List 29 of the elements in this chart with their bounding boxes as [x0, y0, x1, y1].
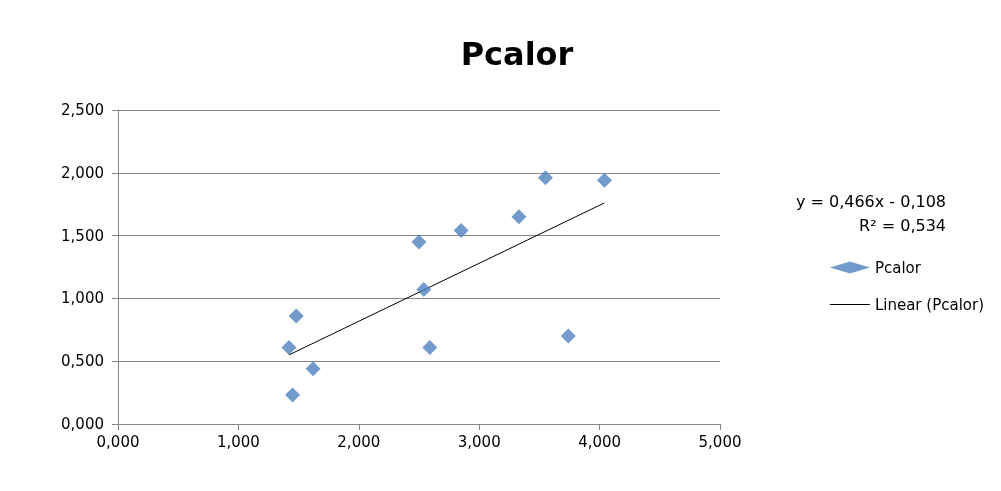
y-tick-label: 2,000: [61, 163, 104, 182]
chart-title: Pcalor: [460, 35, 574, 73]
text: y = 0,466x - 0,108: [795, 191, 946, 211]
text: R² = 0,534: [859, 215, 946, 235]
point: [511, 209, 527, 225]
point: [560, 328, 576, 344]
point: [537, 170, 553, 186]
x-tick-label: 1,000: [216, 432, 260, 451]
point: [416, 282, 432, 298]
point: [411, 234, 427, 250]
y-tick-label: 0,000: [61, 415, 104, 433]
y-tick-label: 2,500: [61, 101, 104, 119]
legend-label: Pcalor: [874, 258, 922, 277]
x-tick-label: 0,000: [96, 432, 140, 451]
y-tick-label: 1,500: [61, 226, 104, 245]
y-tick-label: 1,000: [61, 289, 104, 308]
point: [422, 339, 438, 355]
legend-label: Linear (Pcalor): [874, 295, 985, 314]
x-tick-label: 4,000: [578, 432, 622, 451]
point: [305, 361, 321, 377]
x-tick-label: 3,000: [457, 432, 501, 451]
point: [281, 339, 297, 355]
point: [596, 172, 612, 188]
point: [288, 308, 304, 324]
x-tick-label: 5,000: [698, 432, 742, 451]
point: [453, 223, 469, 239]
y-tick-label: 0,500: [61, 352, 104, 371]
point: [285, 387, 301, 403]
x-tick-label: 2,000: [337, 432, 381, 451]
